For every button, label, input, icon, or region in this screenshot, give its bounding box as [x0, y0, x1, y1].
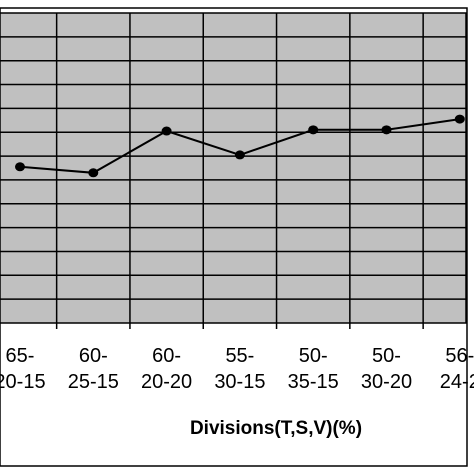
- x-axis-title: Divisions(T,S,V)(%): [190, 418, 362, 439]
- x-axis-tick-labels: 65- 20-15 60- 25-15 60- 20-20 55- 30-15 50- 35-15…: [0, 345, 474, 393]
- x-tick-label-line: 35-15: [288, 371, 339, 393]
- x-tick-label-line: 50-: [372, 345, 401, 367]
- x-tick-label-line: 60-: [79, 345, 108, 367]
- plot-area: [0, 12, 467, 324]
- x-tick-label-line: 24-2: [440, 371, 474, 393]
- x-axis-ticks: [55, 323, 424, 329]
- x-tick-label-line: 56-: [445, 345, 474, 367]
- x-tick-label-line: 55-: [225, 345, 254, 367]
- x-tick-label-line: 30-20: [361, 371, 412, 393]
- x-tick-label: 60- 25-15: [68, 345, 119, 393]
- x-tick-label: 65- 20-15: [0, 345, 46, 393]
- x-tick-label: 50- 30-20: [361, 345, 412, 393]
- x-tick-label-line: 25-15: [68, 371, 119, 393]
- data-point: [161, 126, 172, 136]
- x-tick-label-line: 20-15: [0, 371, 46, 393]
- series-layer: [15, 114, 465, 178]
- x-tick-label: 56- 24-2: [440, 345, 474, 393]
- x-tick-label-line: 30-15: [214, 371, 265, 393]
- grid-lines: [0, 13, 466, 323]
- data-point: [454, 114, 465, 124]
- x-tick-label-line: 60-: [152, 345, 181, 367]
- data-point: [234, 150, 245, 160]
- x-tick-label: 60- 20-20: [141, 345, 192, 393]
- data-point: [15, 162, 25, 172]
- data-point: [88, 168, 99, 178]
- x-tick-label-line: 50-: [299, 345, 328, 367]
- x-tick-label-line: 20-20: [141, 371, 192, 393]
- x-tick-label: 55- 30-15: [214, 345, 265, 393]
- data-point: [308, 125, 319, 135]
- data-point: [381, 125, 392, 135]
- x-tick-label: 50- 35-15: [288, 345, 339, 393]
- x-tick-label-line: 65-: [6, 345, 35, 367]
